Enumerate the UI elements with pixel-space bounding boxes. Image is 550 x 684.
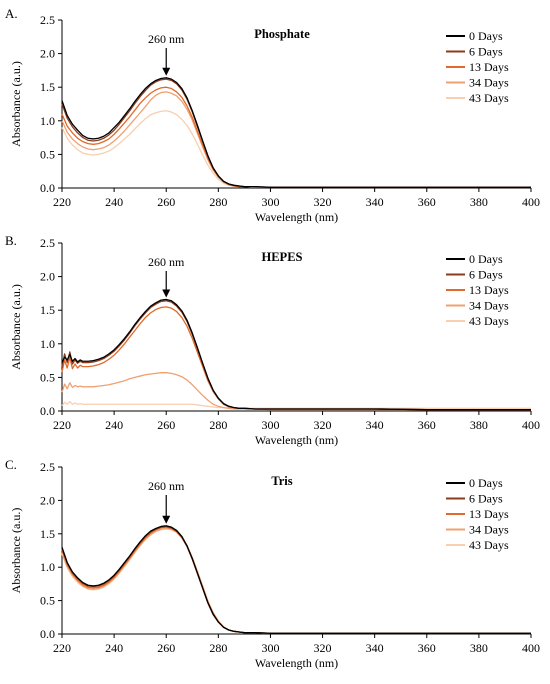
y-tick-label: 2.5 — [40, 460, 55, 474]
x-axis-title: Wavelength (nm) — [255, 656, 338, 670]
legend-entry: 43 Days — [469, 538, 509, 552]
legend-entry: 34 Days — [469, 299, 509, 313]
panel-title: Phosphate — [254, 27, 310, 41]
y-tick-label: 0.5 — [40, 370, 55, 384]
y-tick-label: 2.0 — [40, 270, 55, 284]
y-tick-label: 2.5 — [40, 13, 55, 27]
annotation-label: 260 nm — [148, 479, 185, 493]
legend-entry: 13 Days — [469, 283, 509, 297]
legend-entry: 13 Days — [469, 507, 509, 521]
legend-entry: 34 Days — [469, 523, 509, 537]
chart-panel-2: B. 0.0 0.5 1.0 1.5 2.0 2.5 220 240 260 280 300 320 34… — [5, 233, 540, 447]
y-tick-label: 0.0 — [40, 404, 55, 418]
x-tick-label: 400 — [522, 195, 540, 209]
legend-entry: 6 Days — [469, 45, 503, 59]
panel-title: HEPES — [262, 250, 303, 264]
annotation-arrow-head — [162, 515, 171, 524]
legend-entry: 0 Days — [469, 252, 503, 266]
x-tick-label: 260 — [157, 195, 175, 209]
panel-label: C. — [5, 457, 17, 472]
x-tick-label: 360 — [418, 418, 436, 432]
y-tick-label: 1.0 — [40, 337, 55, 351]
y-tick-label: 2.5 — [40, 236, 55, 250]
x-tick-label: 380 — [470, 641, 488, 655]
y-tick-label: 0.0 — [40, 181, 55, 195]
x-tick-label: 400 — [522, 641, 540, 655]
x-tick-label: 260 — [157, 641, 175, 655]
annotation-arrow-head — [162, 67, 171, 76]
series-line-13-days — [61, 306, 531, 411]
y-tick-label: 0.0 — [40, 627, 55, 641]
x-tick-label: 240 — [105, 418, 123, 432]
x-tick-label: 280 — [209, 641, 227, 655]
x-tick-label: 300 — [261, 641, 279, 655]
series-line-6-days — [61, 78, 531, 188]
x-tick-label: 280 — [209, 418, 227, 432]
y-tick-label: 1.0 — [40, 114, 55, 128]
legend-entry: 6 Days — [469, 492, 503, 506]
x-tick-label: 280 — [209, 195, 227, 209]
x-tick-label: 220 — [53, 195, 71, 209]
series-line-13-days — [61, 526, 531, 634]
y-tick-label: 1.5 — [40, 80, 55, 94]
y-axis-title: Absorbance (a.u.) — [9, 284, 23, 370]
legend-entry: 43 Days — [469, 91, 509, 105]
y-tick-label: 2.0 — [40, 493, 55, 507]
y-tick-label: 2.0 — [40, 47, 55, 61]
y-tick-label: 0.5 — [40, 147, 55, 161]
x-tick-label: 380 — [470, 195, 488, 209]
legend-entry: 6 Days — [469, 268, 503, 282]
x-tick-label: 300 — [261, 418, 279, 432]
x-tick-label: 240 — [105, 641, 123, 655]
annotation-arrow-head — [162, 289, 171, 298]
x-tick-label: 220 — [53, 641, 71, 655]
chart-panel-1: A. 0.0 0.5 1.0 1.5 2.0 2.5 220 240 260 280 300 320 34… — [5, 6, 540, 224]
series-line-6-days — [61, 525, 531, 634]
x-tick-label: 300 — [261, 195, 279, 209]
y-axis-title: Absorbance (a.u.) — [9, 61, 23, 147]
y-tick-label: 0.5 — [40, 594, 55, 608]
panel-title: Tris — [271, 474, 292, 488]
x-tick-label: 260 — [157, 418, 175, 432]
annotation-label: 260 nm — [148, 255, 185, 269]
series-line-6-days — [61, 300, 531, 411]
panel-label: B. — [5, 233, 17, 248]
x-tick-label: 340 — [366, 418, 384, 432]
x-tick-label: 240 — [105, 195, 123, 209]
x-tick-label: 340 — [366, 641, 384, 655]
x-tick-label: 320 — [314, 641, 332, 655]
y-tick-label: 1.5 — [40, 303, 55, 317]
y-tick-label: 1.5 — [40, 527, 55, 541]
y-tick-label: 1.0 — [40, 560, 55, 574]
x-tick-label: 340 — [366, 195, 384, 209]
series-line-13-days — [61, 86, 531, 188]
annotation-label: 260 nm — [148, 32, 185, 46]
x-tick-label: 320 — [314, 195, 332, 209]
panel-label: A. — [5, 6, 18, 21]
series-line-43-days — [61, 400, 531, 409]
x-tick-label: 400 — [522, 418, 540, 432]
legend-entry: 34 Days — [469, 76, 509, 90]
x-axis-title: Wavelength (nm) — [255, 210, 338, 224]
series-line-0-days — [61, 525, 531, 634]
series-line-0-days — [61, 77, 531, 188]
legend-entry: 43 Days — [469, 314, 509, 328]
x-tick-label: 220 — [53, 418, 71, 432]
x-tick-label: 360 — [418, 195, 436, 209]
y-axis-title: Absorbance (a.u.) — [9, 508, 23, 594]
x-tick-label: 380 — [470, 418, 488, 432]
series-line-0-days — [61, 298, 531, 411]
x-tick-label: 360 — [418, 641, 436, 655]
x-axis-title: Wavelength (nm) — [255, 433, 338, 447]
chart-panel-3: C. 0.0 0.5 1.0 1.5 2.0 2.5 220 240 260 280 300 320 34… — [5, 457, 540, 670]
legend-entry: 0 Days — [469, 476, 503, 490]
legend-entry: 0 Days — [469, 29, 503, 43]
legend-entry: 13 Days — [469, 60, 509, 74]
x-tick-label: 320 — [314, 418, 332, 432]
